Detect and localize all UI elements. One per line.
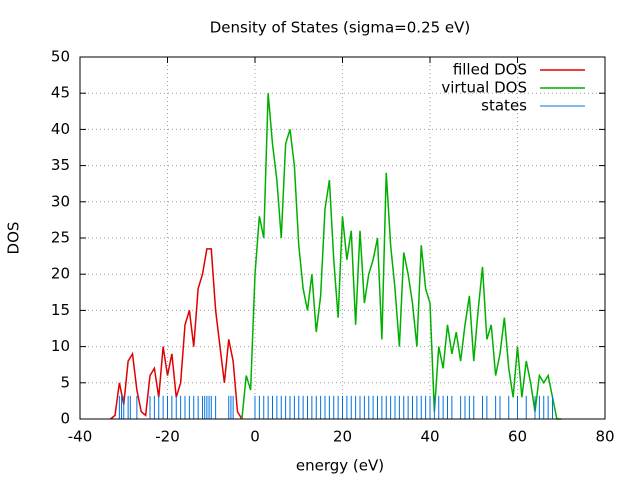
plot-border: [79, 56, 606, 420]
x-tick-label: 40: [420, 428, 439, 446]
legend-label: states: [481, 97, 527, 115]
x-tick-label: 20: [333, 428, 352, 446]
chart-title: Density of States (sigma=0.25 eV): [210, 19, 471, 37]
x-axis-label: energy (eV): [296, 457, 384, 475]
y-tick-label: 25: [51, 229, 70, 247]
x-tick-label: 80: [595, 428, 614, 446]
y-tick-label: 30: [51, 192, 70, 210]
y-tick-label: 15: [51, 301, 70, 319]
y-tick-label: 50: [51, 48, 70, 66]
y-tick-label: 40: [51, 120, 70, 138]
legend-label: virtual DOS: [441, 79, 527, 97]
legend-label: filled DOS: [453, 61, 527, 79]
y-tick-label: 20: [51, 265, 70, 283]
y-axis-label: DOS: [5, 222, 23, 255]
series-line: [241, 93, 562, 420]
y-tick-label: 35: [51, 156, 70, 174]
y-tick-label: 10: [51, 337, 70, 355]
y-tick-label: 45: [51, 84, 70, 102]
x-tick-label: 0: [250, 428, 260, 446]
y-tick-label: 5: [60, 373, 70, 391]
x-tick-label: -40: [68, 428, 93, 446]
x-tick-label: 60: [508, 428, 527, 446]
y-tick-label: 0: [60, 410, 70, 428]
x-tick-label: -20: [155, 428, 180, 446]
